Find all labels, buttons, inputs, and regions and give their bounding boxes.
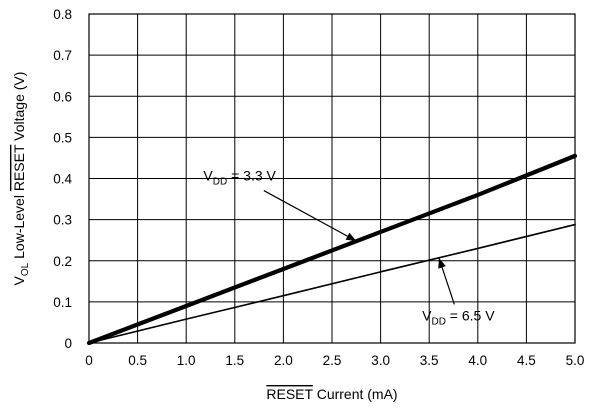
series-label-0: VDD = 3.3 V (203, 168, 276, 188)
series-label-main: V (203, 168, 213, 184)
annotation-arrowhead (438, 257, 446, 269)
series-label-rest: = 3.3 V (227, 168, 276, 184)
x-tick-label: 5.0 (566, 353, 585, 368)
plot-frame (88, 13, 576, 344)
y-tick-label: 0.8 (53, 7, 72, 22)
x-tick-label: 2.5 (323, 353, 342, 368)
x-tick-label: 3.5 (420, 353, 439, 368)
x-axis-label: RESET Current (mA) (266, 386, 397, 402)
grid (88, 13, 576, 344)
series-group (86, 153, 578, 346)
y-axis-label-overbar: RESET (11, 144, 27, 191)
x-tick-label: 2.0 (274, 353, 293, 368)
series-label-sub: DD (213, 177, 227, 188)
y-tick-label: 0.5 (53, 130, 72, 145)
y-axis-label: VOL Low-Level RESET Voltage (V) (11, 72, 31, 286)
series-label-rest: = 6.5 V (446, 307, 495, 323)
series-label-1: VDD = 6.5 V (422, 307, 495, 327)
y-tick-label: 0.1 (53, 295, 72, 310)
y-tick-label: 0.6 (53, 89, 72, 104)
x-tick-label: 0 (85, 353, 93, 368)
annotation-arrowhead (345, 232, 357, 242)
y-tick-label: 0.7 (53, 48, 72, 63)
y-tick-label: 0.4 (53, 172, 72, 187)
x-tick-labels: 0 0.5 1.0 1.5 2.0 2.5 3.0 3.5 4.0 4.5 5.0 (85, 353, 584, 368)
x-tick-label: 0.5 (128, 353, 147, 368)
x-tick-label: 1.5 (225, 353, 244, 368)
y-tick-label: 0 (64, 336, 72, 351)
x-axis-label-text: Current (mA) (313, 386, 398, 402)
y-tick-labels: 0 0.1 0.2 0.3 0.4 0.5 0.6 0.7 0.8 (53, 7, 72, 351)
x-axis-label-overbar: RESET (266, 386, 313, 402)
y-axis-label-sub: OL (20, 262, 31, 276)
series-label-main: V (422, 307, 432, 323)
annotation-leader (263, 190, 357, 242)
series-line-1 (88, 223, 576, 344)
y-tick-label: 0.2 (53, 254, 72, 269)
y-tick-label: 0.3 (53, 213, 72, 228)
x-tick-label: 3.0 (371, 353, 390, 368)
x-tick-label: 1.0 (177, 353, 196, 368)
series-line-0 (86, 153, 578, 346)
x-tick-label: 4.5 (517, 353, 536, 368)
y-axis-label-post: Voltage (V) (11, 72, 27, 145)
x-tick-label: 4.0 (468, 353, 487, 368)
y-axis-label-main: V (11, 275, 27, 285)
series-label-sub: DD (431, 316, 445, 327)
y-axis-label-pre: Low-Level (11, 191, 27, 263)
